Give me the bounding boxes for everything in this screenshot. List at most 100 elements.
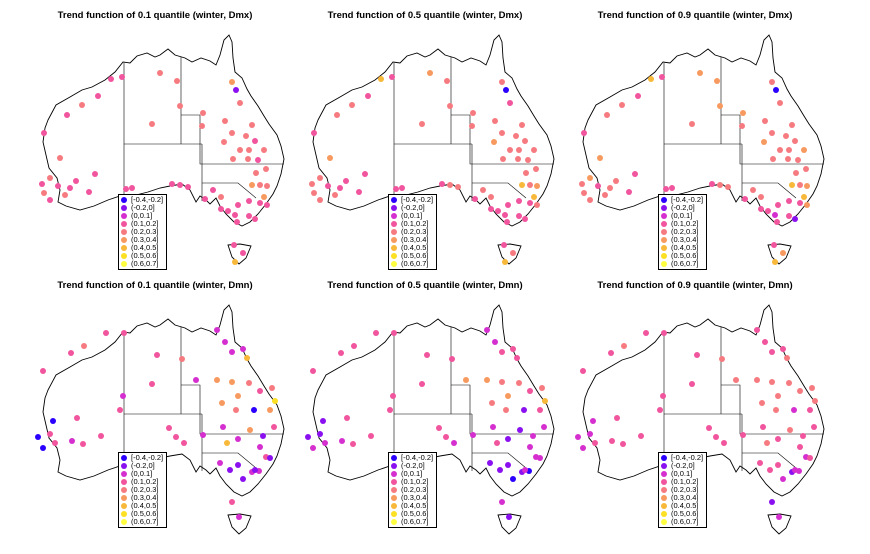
legend-swatch: [661, 205, 667, 211]
station-point: [739, 123, 745, 129]
legend-swatch: [661, 487, 667, 493]
station-point: [714, 78, 720, 84]
station-point: [502, 212, 508, 218]
station-point: [725, 184, 731, 190]
station-point: [619, 102, 625, 108]
station-point: [253, 170, 259, 176]
station-point: [322, 440, 328, 446]
station-point: [793, 170, 799, 176]
panel-title: Trend function of 0.9 quantile (winter, …: [597, 10, 793, 21]
legend-swatch: [661, 503, 667, 509]
station-point: [620, 441, 626, 447]
station-point: [488, 194, 494, 200]
station-point: [516, 198, 522, 204]
station-point: [740, 110, 746, 116]
station-point: [626, 189, 632, 195]
legend-swatch: [121, 471, 127, 477]
station-point: [310, 445, 316, 451]
station-point: [269, 385, 275, 391]
station-point: [638, 433, 644, 439]
state-border: [202, 182, 257, 199]
legend: [-0.4,-0.2] (-0.2,0] (0,0.1] (0.1,0.2] (0.2,…: [658, 194, 708, 270]
station-point: [222, 118, 228, 124]
station-point: [495, 208, 501, 214]
legend-item: (0.2,0.3]: [660, 228, 703, 236]
station-point: [149, 121, 155, 127]
station-point: [121, 330, 127, 336]
station-point: [519, 182, 525, 188]
station-point: [305, 434, 311, 440]
station-point: [419, 121, 425, 127]
legend-item: (0.1,0.2]: [120, 478, 163, 486]
station-point: [67, 185, 73, 191]
station-point: [522, 216, 528, 222]
station-point: [252, 138, 258, 144]
station-point: [597, 155, 603, 161]
legend-label: (0.3,0.4]: [671, 493, 699, 502]
station-point: [519, 122, 525, 128]
station-point: [488, 206, 494, 212]
legend-swatch: [661, 495, 667, 501]
legend-label: (-0.2,0]: [131, 203, 155, 212]
legend-label: [-0.4,-0.2]: [401, 195, 434, 204]
station-point: [217, 460, 223, 466]
legend-swatch: [121, 245, 127, 251]
legend-label: (-0.2,0]: [131, 461, 155, 470]
station-point: [609, 438, 615, 444]
state-border: [472, 182, 527, 199]
tasmania-outline: [767, 513, 792, 535]
legend-label: (0.1,0.2]: [671, 219, 699, 228]
station-point: [592, 440, 598, 446]
station-point: [55, 183, 61, 189]
legend-label: (0,0.1]: [671, 469, 693, 478]
legend-item: (0.3,0.4]: [390, 236, 433, 244]
station-point: [533, 166, 539, 172]
station-point: [444, 78, 450, 84]
station-point: [494, 440, 500, 446]
legend-swatch: [391, 519, 397, 525]
legend-swatch: [121, 511, 127, 517]
legend-swatch: [661, 463, 667, 469]
legend-label: (-0.2,0]: [401, 461, 425, 470]
station-point: [317, 197, 323, 203]
station-point: [521, 407, 527, 413]
station-point: [439, 181, 445, 187]
station-point: [399, 185, 405, 191]
station-point: [797, 182, 803, 188]
station-point: [580, 368, 586, 374]
legend-swatch: [121, 495, 127, 501]
station-point: [267, 407, 273, 413]
station-point: [227, 467, 233, 473]
station-point: [812, 398, 818, 404]
legend-label: (0.4,0.5]: [131, 243, 159, 252]
station-point: [243, 133, 249, 139]
station-point: [219, 400, 225, 406]
legend-label: (-0.2,0]: [671, 461, 695, 470]
station-point: [575, 434, 581, 440]
station-point: [499, 499, 505, 505]
australia-map: [39, 34, 285, 265]
station-point: [648, 76, 654, 82]
station-point: [264, 183, 270, 189]
legend-swatch: [121, 261, 127, 267]
legend-item: (0.6,0.7]: [390, 260, 433, 268]
legend-label: [-0.4,-0.2]: [131, 453, 164, 462]
station-point: [390, 393, 396, 399]
station-point: [717, 103, 723, 109]
station-point: [801, 147, 807, 153]
panel-title: Trend function of 0.5 quantile (winter, …: [327, 10, 523, 21]
station-point: [235, 436, 241, 442]
station-point: [773, 87, 779, 93]
legend-label: [-0.4,-0.2]: [671, 453, 704, 462]
station-point: [174, 78, 180, 84]
state-border: [202, 452, 257, 469]
station-point: [659, 74, 665, 80]
legend-label: (0,0.1]: [671, 211, 693, 220]
station-point: [801, 194, 807, 200]
station-point: [86, 189, 92, 195]
station-point: [325, 183, 331, 189]
legend-swatch: [391, 495, 397, 501]
station-point: [35, 434, 41, 440]
legend-item: (0.2,0.3]: [390, 228, 433, 236]
station-point: [235, 393, 241, 399]
